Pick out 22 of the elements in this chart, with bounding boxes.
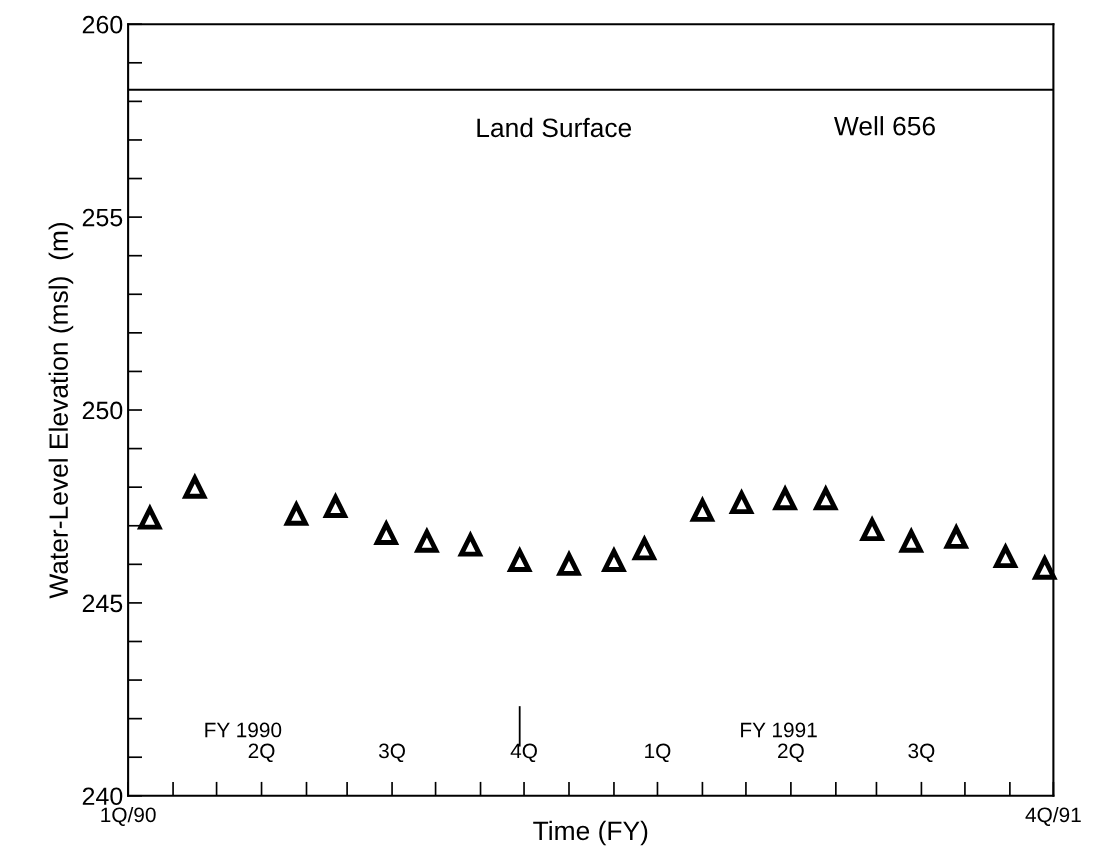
x-tick-label: 4Q/91 <box>1025 806 1081 826</box>
x2-tick-label: 2Q <box>248 743 275 763</box>
point <box>322 492 349 518</box>
annotation: Well 656 <box>834 116 935 136</box>
annotation: FY 1991 <box>741 722 817 738</box>
point <box>373 519 400 545</box>
x-axis-title: Time (FY) <box>533 820 648 846</box>
x2-tick-label: 2Q <box>778 743 804 763</box>
y-tick-label: 245 <box>82 594 123 613</box>
y-tick-label: 240 <box>82 787 123 806</box>
y-axis-title: Water-Level Elevation (msl) (m) <box>48 222 74 599</box>
point <box>556 550 582 576</box>
y-tick-label: 260 <box>82 15 123 34</box>
x2-tick-label: 4Q <box>510 743 537 763</box>
x-tick-label: 1Q/90 <box>101 806 156 826</box>
ref-line-label: Land Surface <box>477 117 632 138</box>
annotation: FY 1990 <box>205 722 282 738</box>
y-tick-label: 250 <box>82 401 123 420</box>
y-tick-label: 255 <box>82 208 123 227</box>
x2-tick-label: 1Q <box>645 743 671 763</box>
x2-tick-label: 3Q <box>378 743 405 763</box>
x2-tick-label: 3Q <box>908 743 935 763</box>
